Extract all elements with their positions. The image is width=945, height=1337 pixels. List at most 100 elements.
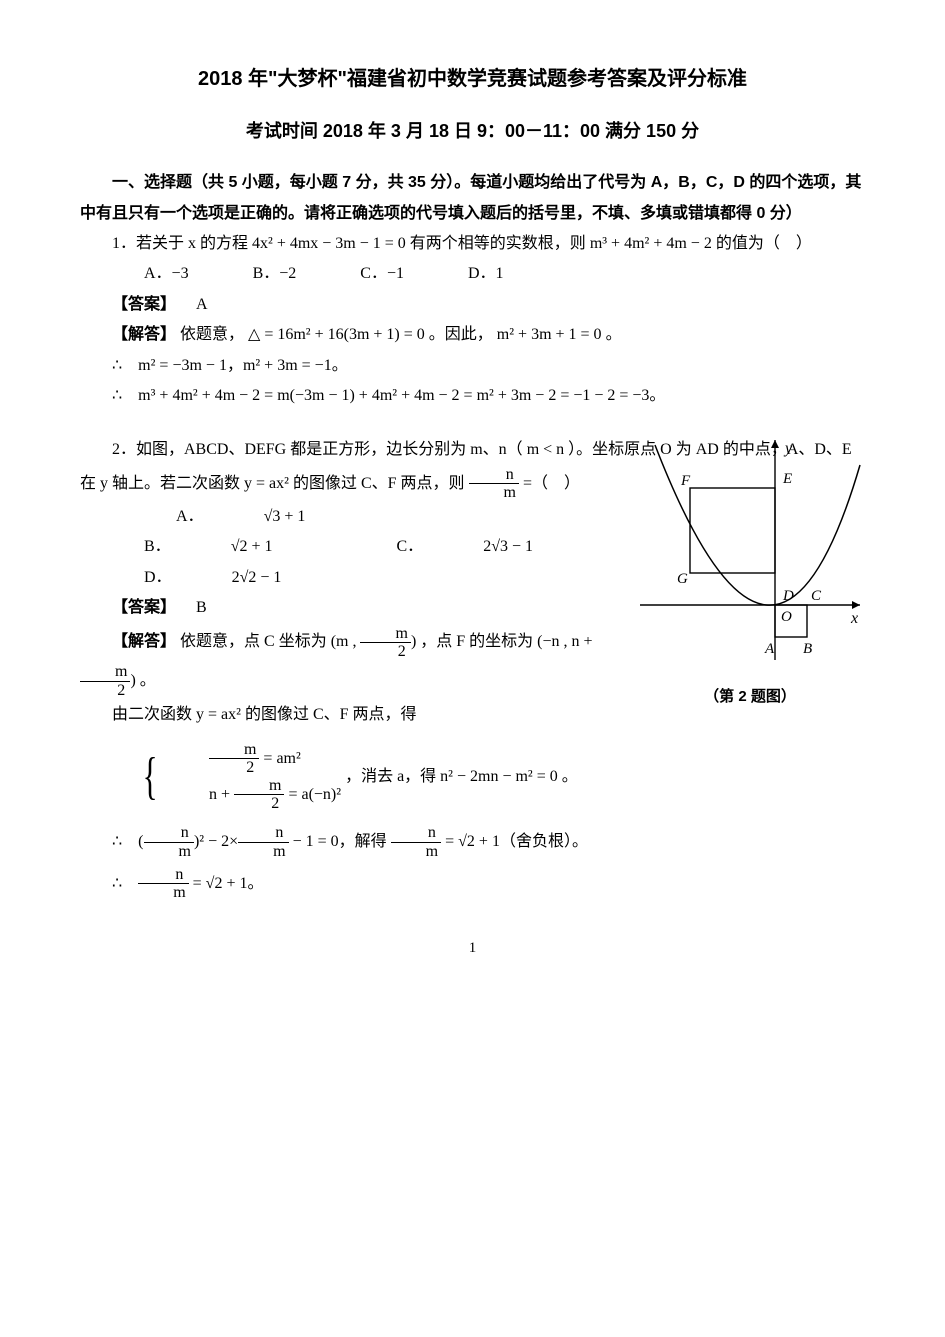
point-e-label: E (782, 471, 792, 487)
q2-figure-caption: （第 2 题图） (635, 683, 865, 712)
q1-sol-l1-post: 。 (606, 326, 622, 343)
q1-stem-expr: m³ + 4m² + 4m − 2 (590, 235, 712, 252)
q1-option-d: D．1 (436, 259, 504, 289)
frac-den: 2 (209, 759, 259, 777)
q2-options: A． √3 + 1 B． √2 + 1 C． 2√3 − 1 D． 2√2 − 1 (80, 502, 600, 593)
opt-c-pre: C． (365, 532, 424, 562)
frac-num: m (209, 741, 259, 760)
point-o-label: O (781, 609, 792, 625)
q2-option-c: C． 2√3 − 1 (333, 532, 562, 562)
section-1-heading: 一、选择题（共 5 小题，每小题 7 分，共 35 分）。每道小题均给出了代号为… (80, 168, 865, 229)
page-subtitle: 考试时间 2018 年 3 月 18 日 9：00－11：00 满分 150 分 (80, 114, 865, 148)
frac-n-m-b: nm (238, 824, 288, 860)
q2-elim-eq: n² − 2mn − m² = 0 (440, 767, 558, 784)
q2-answer-value: B (180, 599, 207, 616)
opt-b-val: √2 + 1 (199, 532, 273, 562)
q2-sol-l1-c2: ) (411, 633, 416, 650)
eq-system-row-1: m2 = am² (177, 741, 341, 777)
frac-num: n (138, 866, 188, 885)
opt-d-pre: D． (112, 563, 172, 593)
eq-system-row-2: n + m2 = a(−n)² (177, 777, 341, 813)
q1-answer: 【答案】 A (80, 290, 865, 320)
frac-num: n (391, 824, 441, 843)
frac-den: m (144, 843, 194, 861)
frac-m-2-a: m2 (360, 625, 410, 661)
solution-label: 【解答】 (112, 326, 176, 343)
frac-n-m-a: nm (144, 824, 194, 860)
q2-sol-l1-mid: ，点 F 的坐标为 (420, 633, 533, 650)
q2-stem-frac: n m (469, 466, 519, 502)
q2-figure: y x E F G D C O A B （第 2 题图） (635, 435, 865, 711)
q2-stem-end: =（ ） (523, 474, 580, 491)
frac-num: m (360, 625, 410, 644)
frac-den: 2 (360, 643, 410, 661)
q2-sol-l2-pre: 由二次函数 (112, 706, 196, 723)
q2-sol-l4-m2: − 1 = 0 (289, 833, 339, 850)
q2-stem-func: y = ax² (244, 474, 289, 491)
eq2-lhs-pre: n + (209, 786, 234, 803)
q2-elim-post: 。 (562, 767, 578, 784)
q1-solution-line-3: ∴ m³ + 4m² + 4m − 2 = m(−3m − 1) + 4m² +… (80, 381, 865, 411)
q2-sol-l5-pre: ∴ (112, 875, 138, 892)
frac-den: 2 (234, 795, 284, 813)
q1-sol-l1-eq2: m² + 3m + 1 = 0 (497, 326, 602, 343)
q2-sol-l1-f2: ) (130, 672, 135, 689)
q2-option-d: D． 2√2 − 1 (80, 563, 309, 593)
frac-m-2-d: m2 (234, 777, 284, 813)
q2-sol-l1-post: 。 (140, 672, 156, 689)
q2-elim-pre: ，消去 a，得 (345, 767, 440, 784)
q2-sol-l4-eq: = √2 + 1 (441, 833, 500, 850)
q1-sol-l1-mid: 。因此， (429, 326, 493, 343)
q2-solution-line-2: 由二次函数 y = ax² 的图像过 C、F 两点，得 (80, 700, 600, 730)
axis-x-label: x (850, 610, 858, 627)
frac-den: 2 (80, 682, 130, 700)
q1-stem-post: 的值为（ ） (716, 235, 812, 252)
answer-label: 【答案】 (112, 599, 176, 616)
q2-sol-l5-post: 。 (247, 875, 263, 892)
q2-sol-l2-post: 的图像过 C、F 两点，得 (245, 706, 417, 723)
q2-stem-pre: 2．如图，ABCD、DEFG 都是正方形，边长分别为 m、n（ (112, 441, 523, 458)
q2-stem-cond: m < n (527, 441, 564, 458)
frac-num: n (144, 824, 194, 843)
q1-stem-pre: 1．若关于 x 的方程 (112, 235, 252, 252)
opt-a-pre: A． (144, 502, 204, 532)
solution-label: 【解答】 (112, 633, 176, 650)
frac-m-2-b: m2 (80, 663, 130, 699)
q1-solution-line-2: ∴ m² = −3m − 1，m² + 3m = −1。 (80, 351, 865, 381)
q2-sol-l4-m1: )² − 2× (194, 833, 238, 850)
q2-equation-system: { m2 = am² n + m2 = a(−n)² ，消去 a，得 n² − … (80, 741, 865, 813)
frac-num: n (238, 824, 288, 843)
q2-option-b: B． √2 + 1 (80, 532, 301, 562)
point-a-label: A (764, 641, 775, 657)
point-f-label: F (680, 473, 691, 489)
frac-den: m (391, 843, 441, 861)
q1-stem: 1．若关于 x 的方程 4x² + 4mx − 3m − 1 = 0 有两个相等… (80, 229, 865, 259)
q2-sol-l4-post: （舍负根）。 (500, 833, 588, 850)
opt-c-val: 2√3 − 1 (451, 532, 533, 562)
frac-num: m (234, 777, 284, 796)
opt-a-val: √3 + 1 (232, 502, 306, 532)
opt-d-val: 2√2 − 1 (200, 563, 282, 593)
frac-numerator: n (469, 466, 519, 485)
q1-option-a: A．−3 (112, 259, 189, 289)
q2-solution-line-4: ∴ (nm)² − 2×nm − 1 = 0，解得 nm = √2 + 1（舍负… (80, 821, 865, 863)
q2-figure-svg: y x E F G D C O A B (635, 435, 865, 665)
axis-y-label: y (783, 440, 793, 457)
q2-solution-line-1: 【解答】 依题意，点 C 坐标为 (m , m2) ，点 F 的坐标为 (−n … (80, 623, 600, 700)
q1-solution-line-1: 【解答】 依题意， △ = 16m² + 16(3m + 1) = 0 。因此，… (80, 320, 865, 350)
q2-answer: 【答案】 B (80, 593, 600, 623)
opt-b-pre: B． (112, 532, 171, 562)
q2-sol-l2-func: y = ax² (196, 706, 241, 723)
left-brace-icon: { (123, 751, 157, 803)
eq2-rhs: = a(−n)² (284, 786, 341, 803)
frac-den: m (138, 884, 188, 902)
point-d-label: D (782, 588, 794, 604)
q1-option-c: C．−1 (328, 259, 404, 289)
frac-num: m (80, 663, 130, 682)
point-c-label: C (811, 588, 822, 604)
page-number: 1 (80, 934, 865, 963)
eq1-rhs: = am² (259, 749, 300, 766)
q2-stem-mid2: 的图像过 C、F 两点，则 (293, 474, 469, 491)
q2-solution-line-5: ∴ nm = √2 + 1。 (80, 863, 865, 905)
point-b-label: B (803, 641, 812, 657)
